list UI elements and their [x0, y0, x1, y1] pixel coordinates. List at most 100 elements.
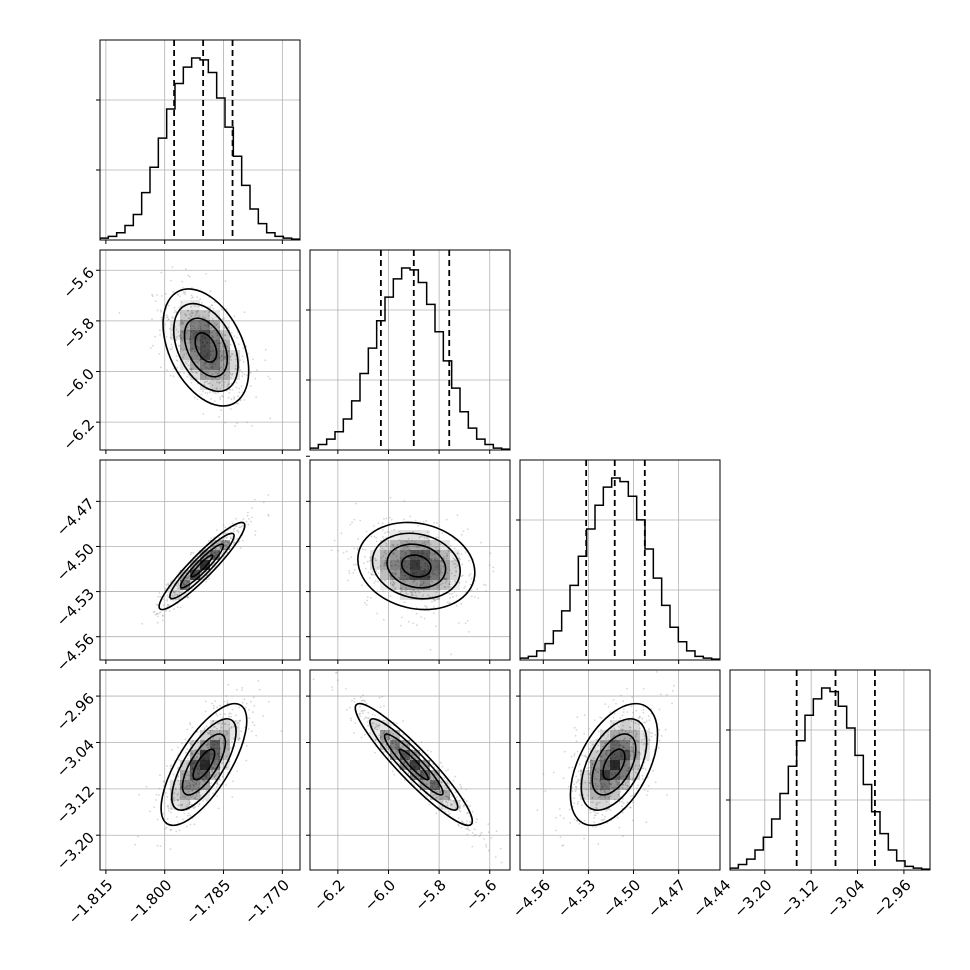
- density-bin: [420, 590, 430, 600]
- sample-point: [369, 556, 371, 559]
- sample-point: [446, 801, 449, 804]
- sample-point: [418, 591, 421, 594]
- sample-point: [418, 585, 421, 588]
- sample-point: [194, 305, 197, 307]
- sample-point: [180, 588, 183, 591]
- density-bin: [210, 540, 220, 550]
- sample-point: [223, 327, 226, 329]
- sample-point: [201, 784, 204, 786]
- sample-point: [619, 790, 622, 793]
- sample-point: [179, 322, 182, 324]
- sample-point: [639, 715, 641, 718]
- sample-point: [376, 728, 378, 731]
- sample-point: [178, 576, 180, 578]
- x-tick-label: −4.44: [689, 876, 734, 921]
- sample-point: [157, 612, 160, 615]
- sample-point: [618, 729, 620, 732]
- sample-point: [601, 814, 604, 816]
- density-bin: [580, 790, 590, 800]
- sample-point: [605, 800, 608, 803]
- density-bin: [590, 790, 600, 800]
- sample-point: [182, 321, 185, 324]
- sample-point: [467, 631, 470, 633]
- sample-point: [428, 595, 431, 598]
- sample-point: [151, 295, 154, 298]
- sample-point: [455, 594, 458, 597]
- density-bin: [390, 740, 400, 750]
- density-bin: [210, 350, 220, 360]
- sample-point: [597, 767, 599, 770]
- sample-point: [351, 699, 353, 702]
- sample-point: [221, 394, 223, 397]
- sample-point: [267, 700, 270, 703]
- sample-point: [164, 323, 167, 326]
- sample-point: [583, 837, 585, 840]
- density-bin: [380, 720, 390, 730]
- density-bin: [230, 370, 240, 380]
- sample-point: [626, 688, 628, 690]
- sample-point: [160, 316, 163, 319]
- sample-point: [223, 532, 226, 535]
- sample-point: [453, 590, 456, 593]
- sample-point: [452, 779, 455, 782]
- sample-point: [197, 305, 200, 308]
- density-bin: [190, 780, 200, 790]
- sample-point: [188, 585, 191, 588]
- sample-point: [403, 546, 405, 548]
- sample-point: [480, 541, 482, 544]
- sample-point: [222, 345, 225, 348]
- sample-point: [212, 704, 215, 707]
- sample-point: [189, 784, 192, 787]
- sample-point: [462, 821, 465, 824]
- sample-point: [190, 551, 193, 554]
- sample-point: [421, 595, 424, 598]
- sample-point: [188, 788, 191, 790]
- sample-point: [331, 686, 333, 688]
- sample-point: [235, 368, 238, 370]
- sample-point: [187, 812, 190, 815]
- sample-point: [179, 796, 182, 799]
- sample-point: [183, 588, 186, 590]
- density-bin: [230, 360, 240, 370]
- sample-point: [172, 792, 175, 795]
- sample-point: [347, 579, 350, 582]
- sample-point: [206, 392, 209, 394]
- sample-point: [233, 542, 235, 544]
- sample-point: [640, 741, 643, 744]
- sample-point: [171, 346, 174, 348]
- sample-point: [404, 580, 406, 583]
- sample-point: [239, 399, 242, 402]
- sample-point: [179, 804, 182, 806]
- sample-point: [590, 801, 592, 804]
- sample-point: [182, 331, 185, 333]
- sample-point: [619, 728, 622, 731]
- sample-point: [237, 722, 239, 724]
- sample-point: [224, 526, 227, 529]
- sample-point: [599, 755, 602, 757]
- sample-point: [207, 314, 210, 317]
- sample-point: [177, 587, 180, 590]
- sample-point: [395, 722, 398, 725]
- sample-point: [245, 759, 248, 762]
- sample-point: [436, 598, 439, 601]
- sample-point: [217, 772, 220, 775]
- density-bin: [390, 540, 400, 550]
- sample-point: [460, 575, 463, 578]
- density-bin: [190, 790, 200, 800]
- sample-point: [218, 737, 221, 740]
- sample-point: [212, 707, 215, 710]
- sample-point: [464, 622, 467, 624]
- sample-point: [232, 528, 235, 531]
- sample-point: [228, 715, 230, 718]
- sample-point: [167, 582, 169, 585]
- sample-point: [420, 741, 423, 743]
- sample-point: [177, 774, 180, 777]
- density-bin: [410, 570, 420, 580]
- sample-point: [596, 771, 599, 773]
- sample-point: [221, 380, 224, 382]
- sample-point: [166, 319, 169, 322]
- sample-point: [195, 782, 198, 784]
- sample-point: [381, 729, 383, 732]
- sample-point: [173, 311, 176, 314]
